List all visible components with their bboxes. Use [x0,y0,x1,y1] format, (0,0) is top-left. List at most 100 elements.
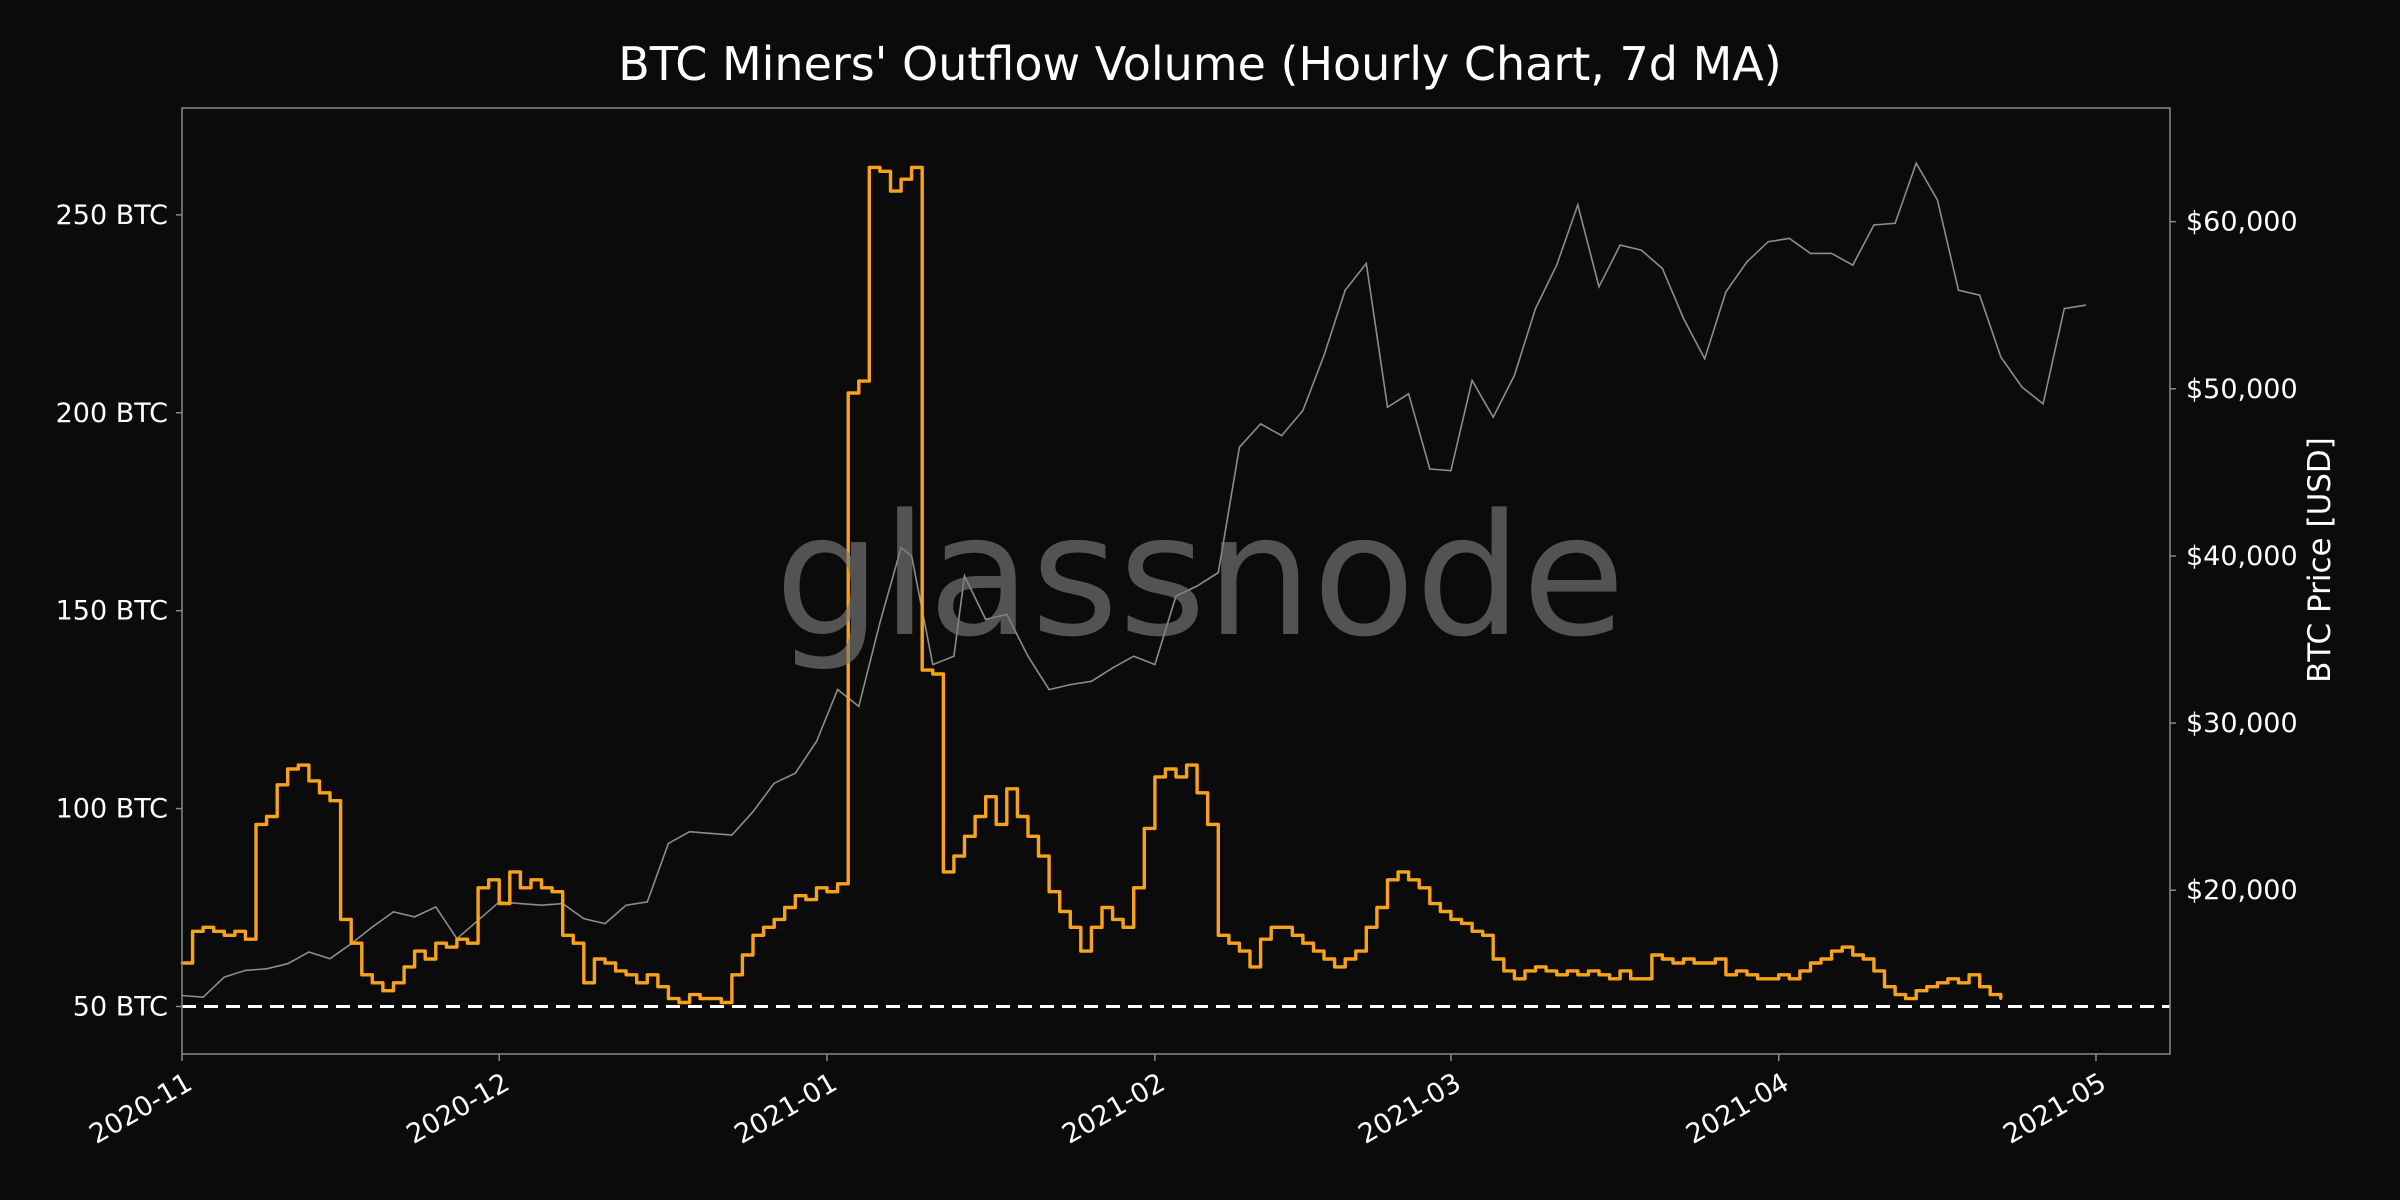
price-point [519,902,522,905]
price-point [392,911,395,913]
outflow-point [445,945,448,949]
price-point [1429,468,1431,470]
price-point [879,622,881,624]
price-point [1386,406,1389,409]
price-point [604,922,606,925]
outflow-point [1988,993,1992,996]
outflow-point [1851,953,1855,957]
price-point [1936,199,1939,201]
price-point [1175,595,1177,597]
outflow-point [571,941,575,945]
outflow-point [370,981,374,985]
outflow-point [899,177,903,181]
outflow-point [381,989,385,993]
outflow-point [973,815,977,818]
price-point [1344,289,1346,292]
price-point [1407,393,1410,395]
outflow-point [1893,993,1897,996]
x-tick-label: 2020-12 [402,1067,515,1150]
price-point [2042,403,2044,405]
outflow-point [984,795,988,799]
outflow-point [1164,767,1167,771]
price-point [1259,423,1262,425]
outflow-point [857,379,861,383]
outflow-point [719,1001,723,1004]
x-tick-label: 2021-01 [729,1067,842,1150]
outflow-point [1206,823,1210,826]
outflow-point [1618,969,1622,973]
price-point [963,575,966,577]
y-right-tick-label: $40,000 [2186,541,2298,572]
outflow-point [265,815,268,818]
outflow-point [1354,949,1358,953]
outflow-point [1227,941,1231,945]
outflow-point [772,918,776,921]
price-point [1302,409,1304,412]
price-point [2000,356,2002,358]
outflow-point [1787,977,1791,981]
outflow-point [783,906,787,909]
price-point [815,740,818,743]
price-point [1006,613,1008,616]
outflow-point [296,763,300,767]
price-point [1725,291,1727,293]
price-point [1555,264,1558,266]
outflow-point [1724,973,1728,977]
outflow-point [1068,925,1072,929]
price-point [265,968,268,970]
outflow-point [1195,791,1199,795]
outflow-point [1132,886,1136,890]
price-point [932,663,934,666]
price-point [2084,304,2087,307]
price-point [1978,294,1981,297]
outflow-point [793,894,797,898]
outflow-point [487,878,491,882]
price-point [223,976,226,978]
price-point [1661,267,1664,270]
outflow-point [1470,929,1474,933]
outflow-point [910,166,913,169]
outflow-point [1967,973,1971,977]
y-right-tick-label: $30,000 [2186,708,2298,739]
outflow-point [1777,973,1781,977]
outflow-point [1037,854,1040,858]
outflow-point [1682,957,1685,961]
price-point [1767,240,1769,243]
outflow-point [1449,918,1453,921]
price-point [583,917,585,920]
plot-background [182,108,2170,1054]
outflow-point [1058,910,1062,913]
outflow-point [1735,969,1738,973]
outflow-point [349,941,353,945]
price-point [1323,354,1325,357]
y-left-tick-label: 150 BTC [56,596,168,627]
price-point [1450,469,1452,472]
outflow-point [878,169,882,173]
price-point [910,555,913,557]
y-left-tick-label: 50 BTC [73,992,168,1023]
outflow-point [1576,973,1580,977]
price-point [2021,386,2023,388]
price-point [1069,683,1072,686]
outflow-point [508,870,512,874]
price-point [1746,261,1748,263]
price-point [1111,667,1114,669]
outflow-point [963,834,966,838]
outflow-point [667,997,670,1000]
outflow-point [1914,989,1918,993]
x-tick-label: 2020-11 [84,1067,197,1150]
price-point [1598,286,1600,288]
price-point [667,842,670,845]
price-point [1365,262,1368,265]
price-point [1915,162,1917,164]
price-point [900,546,902,549]
price-point [709,832,712,835]
price-point [1619,244,1621,246]
outflow-point [191,929,195,933]
outflow-point [1016,815,1019,818]
price-point [1280,434,1283,437]
outflow-point [762,925,765,929]
price-point [731,834,733,836]
outflow-point [1650,953,1654,957]
outflow-point [529,878,533,882]
